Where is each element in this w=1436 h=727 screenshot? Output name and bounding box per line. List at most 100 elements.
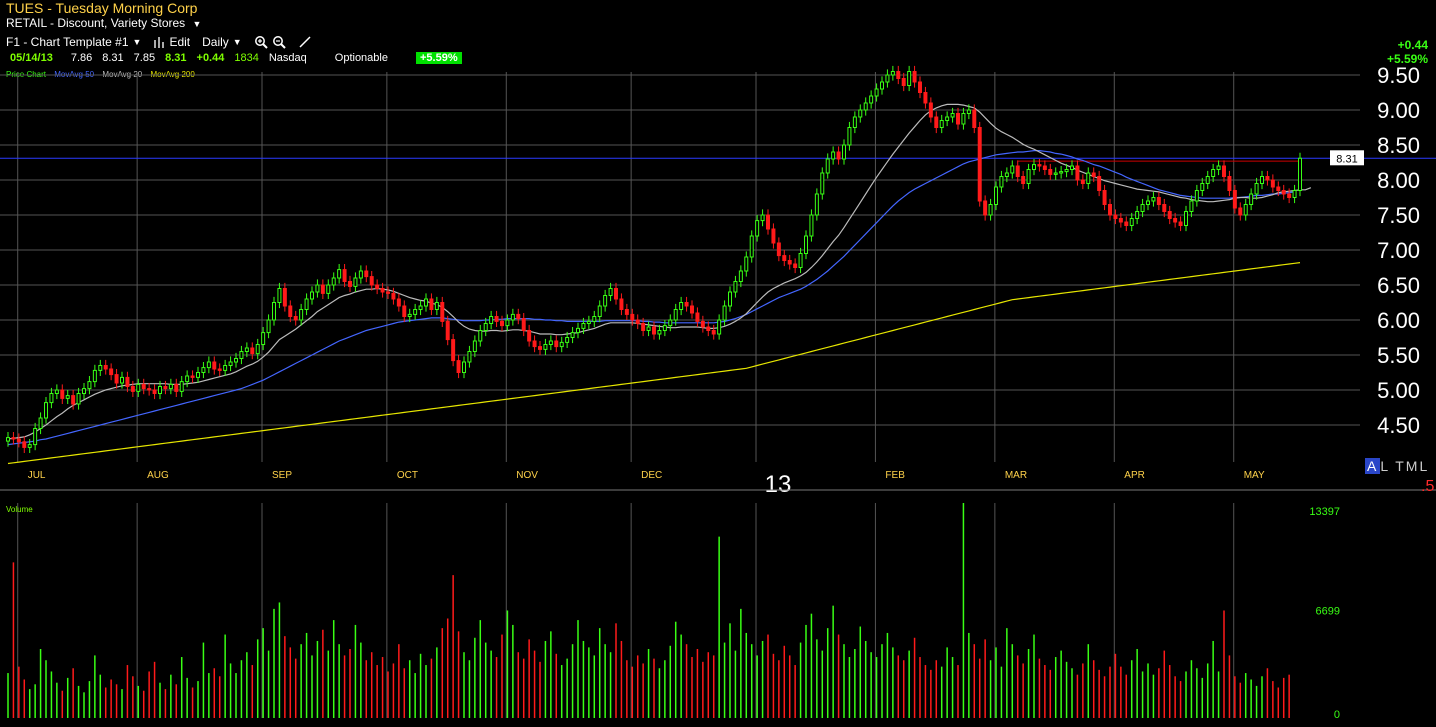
candle-body [429,298,434,310]
zoom-in-button[interactable] [254,35,268,49]
candle-body [1243,204,1248,216]
candle-body [559,341,564,348]
candle-body [983,200,988,216]
candle-body [348,281,352,287]
candle-body [326,284,331,294]
candle-body [885,74,890,83]
candle-body [125,376,130,387]
candle-body [1097,176,1102,191]
industry-label: RETAIL - Discount, Variety Stores [6,16,186,30]
candle-body [60,389,65,399]
candle-body [49,393,54,404]
edit-label: Edit [169,35,191,49]
y-tick-label: 7.00 [1377,238,1420,263]
candle-body [923,92,928,104]
chevron-down-icon: ▼ [232,37,242,47]
candle-body [223,365,228,371]
candle-body [27,444,32,448]
quote-open: 7.86 [70,52,93,64]
candle-body [1249,193,1254,205]
candle-body [945,116,950,121]
candle-body [1194,190,1199,202]
period-dropdown[interactable]: Daily ▼ [202,35,242,49]
candle-body [880,81,884,90]
candle-body [1238,207,1243,216]
draw-button[interactable] [298,35,312,49]
month-label: JUL [28,470,46,481]
candle-body [136,383,141,392]
chart-header: TUES - Tuesday Morning Corp RETAIL - Dis… [0,0,1436,79]
candle-body [1080,179,1085,184]
candle-body [168,383,173,390]
candle-body [619,298,624,310]
y-tick-label: 5.00 [1377,378,1420,403]
candle-body [820,172,825,195]
candle-body [310,291,314,300]
candle-body [842,144,846,160]
candle-body [331,277,336,286]
candle-body [434,302,439,310]
candle-body [255,344,260,355]
candle-body [690,305,694,314]
candle-body [809,214,814,237]
candle-body [1265,176,1270,181]
candle-body [179,381,184,392]
candle-body [1118,218,1123,223]
candle-body [337,269,342,279]
security-title: TUES - Tuesday Morning Corp [6,0,197,16]
candle-body [11,437,16,440]
candle-body [76,393,81,405]
candle-body [201,367,206,374]
candle-body [1053,172,1058,175]
candle-body [92,369,97,383]
chart-template-dropdown[interactable]: F1 - Chart Template #1 ▼ [6,35,141,49]
chart-template-label: F1 - Chart Template #1 [6,35,129,49]
candle-body [988,204,993,216]
candle-body [1146,200,1150,205]
candle-body [684,302,689,307]
candle-body [733,281,738,293]
candle-body [22,441,27,448]
candle-body [847,127,852,146]
y-tick-label: 6.00 [1377,308,1420,333]
candle-body [147,388,152,391]
candle-body [277,288,282,303]
candle-body [1129,218,1134,226]
y-tick-label: 6.50 [1377,273,1420,298]
symbol-badge-text: L TML [1380,458,1430,474]
candle-body [641,323,646,331]
candle-body [1254,183,1259,195]
candle-body [451,339,456,362]
quote-date: 05/14/13 [10,52,53,64]
zoom-out-button[interactable] [272,35,286,49]
candle-body [722,305,727,321]
candle-body [728,291,732,307]
candle-body [272,302,276,321]
candle-body [543,344,548,350]
candle-body [673,309,678,321]
candle-body [424,298,428,307]
candle-body [250,347,255,355]
candle-body [1227,176,1232,191]
candle-body [1178,221,1183,226]
edit-button[interactable]: Edit [153,35,190,49]
quote-last: 8.31 [165,52,187,64]
chart-toolbar: F1 - Chart Template #1 ▼ Edit Daily ▼ [6,34,324,50]
candle-body [1232,190,1237,209]
candle-body [961,113,966,125]
optionable-label: Optionable [334,52,388,64]
industry-selector[interactable]: RETAIL - Discount, Variety Stores ▼ [6,16,201,30]
company-name: Tuesday Morning Corp [55,0,198,16]
candle-body [1075,165,1080,181]
candle-body [1189,200,1194,212]
candle-body [966,109,971,114]
candle-body [706,326,711,331]
candle-body [1113,214,1118,219]
volume-tick-label: 13397 [1309,506,1340,518]
candle-body [1205,176,1210,184]
candle-body [185,375,190,383]
candle-body [1124,221,1129,226]
candle-body [16,438,21,443]
